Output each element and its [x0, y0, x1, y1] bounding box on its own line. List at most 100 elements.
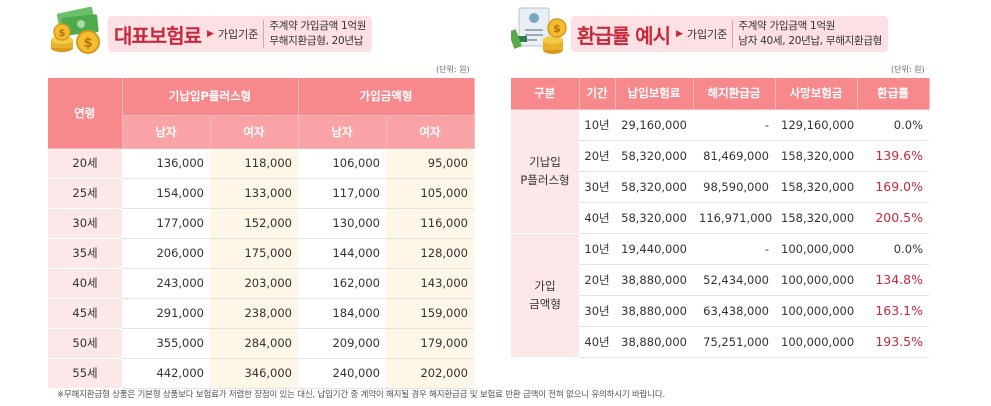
divider: [263, 20, 265, 48]
group-label-line1: 기납입: [529, 155, 561, 169]
death-cell: 100,000,000: [775, 233, 857, 265]
premium-cell: 118,000: [210, 148, 298, 179]
premium-cell: 209,000: [298, 328, 386, 359]
header-paid-premium: 납입보험료: [615, 78, 694, 110]
premium-table: 연령 기납입P플러스형 가입금액형 남자 여자 남자 여자 20세 136,000…: [48, 78, 475, 389]
period-cell: 10년: [579, 109, 615, 141]
table-row: 50세 355,000 284,000 209,000 179,000: [48, 328, 474, 359]
premium-cell: 143,000: [386, 268, 474, 299]
table-row: 가입 금액형 10년 19,440,000-100,000,000 0.0%: [511, 233, 929, 358]
premium-cell: 238,000: [210, 298, 298, 329]
table-row: 20년 58,320,000 81,469,000 158,320,000 139.6%: [511, 140, 929, 172]
refund-cell: 52,434,000: [693, 264, 775, 296]
period-cell: 40년: [579, 202, 615, 234]
svg-text:$: $: [553, 22, 561, 35]
premium-cell: 105,000: [386, 178, 474, 209]
triangle-right-icon: ▶: [207, 29, 214, 39]
paid-cell: 19,440,000: [615, 233, 693, 265]
header-category: 구분: [511, 78, 580, 110]
refund-cond-line2: 남자 40세, 20년납, 무해지환급형: [738, 35, 883, 47]
death-cell: 100,000,000: [775, 264, 857, 296]
premium-cell: 284,000: [210, 328, 298, 359]
premium-cell: 291,000: [122, 298, 210, 329]
refund-cell: 81,469,000: [693, 140, 775, 172]
refund-title-box: 환급률 예시 ▶ 가입기준 주계약 가입금액 1억원 남자 40세, 20년납,…: [571, 16, 889, 52]
premium-cell: 116,000: [386, 208, 474, 239]
header-refund-amount: 해지환급금: [693, 78, 776, 110]
header-age: 연령: [48, 78, 123, 149]
table-row: 25세 154,000 133,000 117,000 105,000: [48, 178, 474, 209]
refund-panel: $ 환급률 예시 ▶ 가입기준 주계약 가입금액 1억원 남자 40세, 20년…: [511, 0, 930, 358]
death-cell: 100,000,000: [775, 295, 857, 327]
header-group-plus: 기납입P플러스형: [122, 78, 299, 116]
premium-conditions: 주계약 가입금액 1억원 무해지환급형, 20년납: [269, 19, 366, 49]
divider: [732, 20, 734, 48]
refund-cell: 98,590,000: [693, 171, 775, 203]
premium-cell: 144,000: [298, 238, 386, 269]
premium-cell: 206,000: [122, 238, 210, 269]
table-row: 20년 38,880,000 52,434,000 100,000,000 134.8%: [511, 264, 929, 296]
rate-cell: 169.0%: [857, 171, 929, 203]
premium-cell: 133,000: [210, 178, 298, 209]
premium-title-box: 대표보험료 ▶ 가입기준 주계약 가입금액 1억원 무해지환급형, 20년납: [108, 16, 373, 52]
header-male: 남자: [298, 115, 387, 149]
premium-header: $ $ 대표보험료 ▶ 가입기준 주계약 가입금액 1억원 무해지환급형, 20…: [48, 0, 480, 62]
header-female: 여자: [386, 115, 475, 149]
rate-cell: 0.0%: [857, 233, 929, 265]
period-cell: 30년: [579, 295, 615, 327]
premium-cell: 95,000: [386, 148, 474, 179]
refund-cell: 116,971,000: [693, 202, 775, 234]
paid-cell: 38,880,000: [615, 326, 693, 358]
svg-text:$: $: [59, 28, 66, 39]
premium-cell: 184,000: [298, 298, 386, 329]
premium-cell: 175,000: [210, 238, 298, 269]
table-row: 기납입 P플러스형 10년 29,160,000-129,160,000 0.0%: [511, 109, 929, 234]
table-row: 35세 206,000 175,000 144,000 128,000: [48, 238, 474, 269]
premium-cell: 136,000: [122, 148, 210, 179]
premium-cell: 106,000: [298, 148, 386, 179]
premium-cell: 130,000: [298, 208, 386, 239]
refund-cell: -: [693, 233, 775, 265]
period-cell: 20년: [579, 140, 615, 172]
money-bundle-icon: $ $: [51, 6, 100, 54]
death-cell: 129,160,000: [775, 109, 857, 141]
premium-cell: 152,000: [210, 208, 298, 239]
period-cell: 30년: [579, 171, 615, 203]
premium-cond-line1: 주계약 가입금액 1억원: [269, 20, 367, 32]
rate-cell: 163.1%: [857, 295, 929, 327]
premium-title: 대표보험료: [114, 23, 202, 48]
premium-cell: 154,000: [122, 178, 210, 209]
rate-cell: 134.8%: [857, 264, 929, 296]
paid-cell: 58,320,000: [615, 140, 693, 172]
paid-cell: 58,320,000: [615, 171, 693, 203]
age-cell: 50세: [48, 328, 122, 359]
refund-cell: 63,438,000: [693, 295, 775, 327]
table-row: 30년 38,880,000 63,438,000 100,000,000 163.1%: [511, 295, 929, 327]
header-female: 여자: [210, 115, 299, 149]
svg-text:$: $: [83, 36, 92, 51]
rate-cell: 193.5%: [857, 326, 929, 358]
death-cell: 100,000,000: [775, 326, 857, 358]
paid-cell: 29,160,000: [615, 109, 693, 141]
group-label-line1: 가입: [534, 279, 556, 293]
header-death-benefit: 사망보험금: [775, 78, 858, 110]
premium-basis-label: 가입기준: [217, 28, 259, 41]
paid-cell: 38,880,000: [615, 264, 693, 296]
period-cell: 20년: [579, 264, 615, 296]
refund-table: 구분 기간 납입보험료 해지환급금 사망보험금 환급률 기납입 P플러스형 10년 2…: [511, 78, 930, 358]
paid-cell: 58,320,000: [615, 202, 693, 234]
premium-cell: 243,000: [122, 268, 210, 299]
table-row: 55세 442,000 346,000 240,000 202,000: [48, 358, 474, 389]
premium-cell: 117,000: [298, 178, 386, 209]
refund-conditions: 주계약 가입금액 1억원 남자 40세, 20년납, 무해지환급형: [738, 19, 882, 49]
group-label-line2: P플러스형: [520, 173, 570, 187]
age-cell: 55세: [48, 358, 122, 389]
age-cell: 35세: [48, 238, 122, 269]
header-period: 기간: [579, 78, 616, 110]
premium-cell: 128,000: [386, 238, 474, 269]
age-cell: 40세: [48, 268, 122, 299]
triangle-right-icon: ▶: [675, 29, 683, 39]
premium-cond-line2: 무해지환급형, 20년납: [269, 35, 364, 47]
header-male: 남자: [122, 115, 211, 149]
group-label: 기납입 P플러스형: [511, 109, 579, 234]
